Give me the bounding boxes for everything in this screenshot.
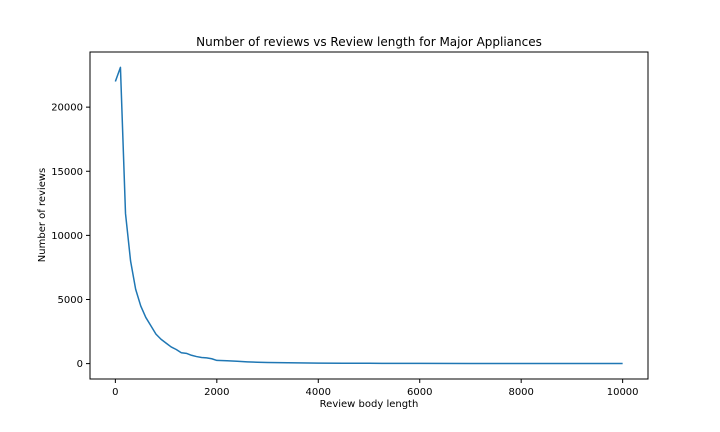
x-tick-label: 4000 (306, 387, 331, 398)
chart-title: Number of reviews vs Review length for M… (196, 35, 542, 49)
y-tick-label: 5000 (58, 295, 83, 306)
plot-area-frame (89, 51, 649, 380)
y-tick-label: 20000 (51, 103, 83, 114)
x-tick-label: 2000 (204, 387, 229, 398)
x-axis-label: Review body length (320, 399, 419, 410)
x-tick-label: 8000 (508, 387, 533, 398)
y-tick-label: 10000 (51, 231, 83, 242)
y-tick-label: 0 (77, 359, 83, 370)
x-tick-label: 6000 (407, 387, 432, 398)
x-tick-label: 10000 (607, 387, 639, 398)
x-tick-label: 0 (112, 387, 118, 398)
y-axis-label: Number of reviews (37, 168, 48, 262)
y-axis: 0 5000 10000 15000 20000 (51, 103, 90, 370)
series-line (114, 66, 623, 365)
x-axis: 0 2000 4000 6000 8000 10000 (112, 379, 639, 398)
y-tick-label: 15000 (51, 167, 83, 178)
